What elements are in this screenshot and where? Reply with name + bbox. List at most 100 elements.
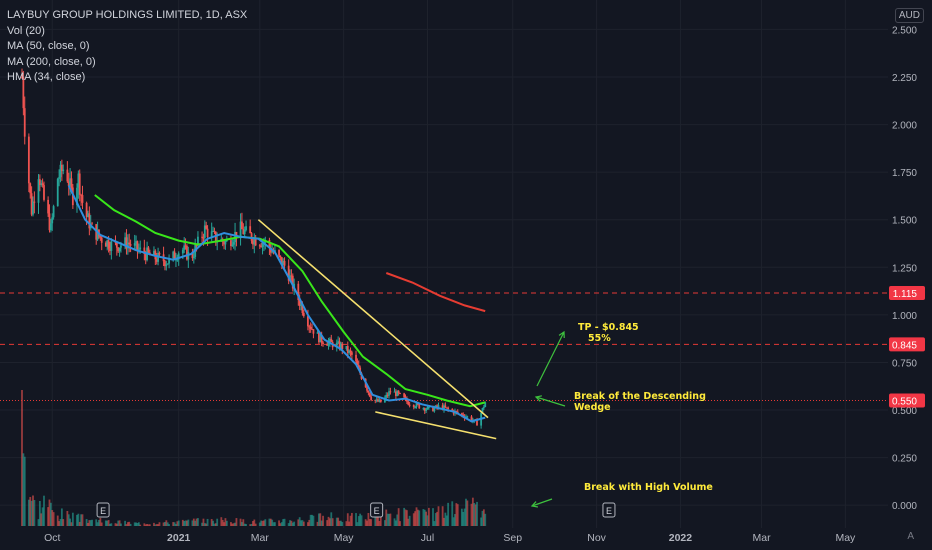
volume-bar xyxy=(104,520,107,526)
candle-body xyxy=(470,416,473,422)
volume-bar xyxy=(40,513,43,526)
candle-body xyxy=(319,334,322,343)
volume-bar xyxy=(433,521,436,526)
candle-body xyxy=(49,223,52,231)
indicator-ma50[interactable]: MA (50, close, 0) xyxy=(7,40,90,52)
volume-bar xyxy=(370,519,373,526)
volume-bar xyxy=(41,507,44,526)
volume-bar xyxy=(326,520,329,526)
volume-bar xyxy=(139,524,142,526)
candle-body xyxy=(280,257,283,266)
candle-body xyxy=(231,244,234,247)
x-tick-label: Mar xyxy=(752,532,771,544)
candle-body xyxy=(210,231,213,238)
volume-bar xyxy=(318,513,320,526)
candle-body xyxy=(341,343,344,350)
indicator-ma200[interactable]: MA (200, close, 0) xyxy=(7,55,96,68)
volume-bar xyxy=(356,522,359,526)
volume-bar xyxy=(232,523,235,526)
y-tick-label: 1.250 xyxy=(892,263,917,274)
volume-bar xyxy=(32,495,34,526)
candle-body xyxy=(168,258,170,264)
candle-body xyxy=(137,249,140,251)
volume-bar xyxy=(301,520,304,526)
volume-bar xyxy=(405,510,408,526)
candle-body xyxy=(214,231,217,243)
volume-bar xyxy=(201,522,203,526)
volume-bar xyxy=(235,518,238,526)
volume-bar xyxy=(120,523,122,526)
candle-body xyxy=(368,392,371,397)
candle-body xyxy=(396,391,399,397)
volume-bar xyxy=(345,521,348,526)
candle-body xyxy=(476,420,478,426)
volume-bar xyxy=(168,524,170,526)
indicator-hma[interactable]: HMA (34, close) xyxy=(7,71,86,83)
volume-bar xyxy=(192,518,195,526)
indicator-vol[interactable]: Vol (20) xyxy=(7,24,45,37)
symbol-title[interactable]: LAYBUY GROUP HOLDINGS LIMITED, 1D, ASX xyxy=(7,9,248,21)
volume-bar xyxy=(407,518,410,526)
volume-bar xyxy=(470,503,473,526)
volume-bar xyxy=(473,502,476,526)
volume-bar xyxy=(379,514,382,526)
candle-body xyxy=(175,259,177,261)
candle-body xyxy=(481,408,484,414)
auto-scale-button[interactable]: A xyxy=(907,531,914,542)
candle-body xyxy=(224,241,227,245)
candle-body xyxy=(337,341,340,343)
volume-bar xyxy=(135,522,137,526)
candle-body xyxy=(129,244,132,246)
volume-bar xyxy=(87,522,89,526)
volume-bar xyxy=(27,499,30,526)
candle-body xyxy=(212,230,214,232)
candle-body xyxy=(133,243,136,246)
candle-body xyxy=(76,187,78,206)
candle-body xyxy=(88,213,91,229)
volume-bar xyxy=(280,522,283,526)
volume-bar xyxy=(33,500,36,526)
x-tick-label: 2021 xyxy=(167,532,191,544)
wedge-break-arrow xyxy=(535,396,566,407)
volume-bar xyxy=(49,502,52,526)
candle-body xyxy=(349,350,352,353)
volume-bar xyxy=(282,519,285,526)
candle-body xyxy=(29,183,32,194)
candle-body xyxy=(69,178,72,186)
candle-body xyxy=(109,248,111,252)
volume-bar xyxy=(377,516,379,526)
candle-body xyxy=(451,409,454,411)
volume-bar xyxy=(264,519,267,526)
candle-body xyxy=(41,183,44,186)
candle-body xyxy=(311,328,313,330)
y-tick-label: 0.250 xyxy=(892,454,917,465)
volume-bar xyxy=(154,524,157,526)
candle-body xyxy=(443,405,445,410)
volume-bar xyxy=(58,521,61,526)
candle-body xyxy=(307,316,309,327)
volume-bar xyxy=(383,520,386,526)
candle-body xyxy=(407,401,410,405)
volume-bar xyxy=(298,517,301,526)
volume-bar xyxy=(147,524,150,526)
volume-bar xyxy=(52,512,55,526)
volume-bar xyxy=(223,522,225,526)
volume-bar xyxy=(396,514,399,526)
volume-bar xyxy=(69,518,72,526)
volume-bar xyxy=(414,511,417,526)
volume-bar xyxy=(38,500,41,526)
volume-bar xyxy=(67,514,70,526)
candle-body xyxy=(393,391,396,393)
volume-bar xyxy=(388,513,390,526)
volume-bar xyxy=(124,520,126,526)
tp-arrow xyxy=(536,331,565,387)
currency-label[interactable]: AUD xyxy=(894,8,924,23)
candle-body xyxy=(172,251,175,259)
price-tag xyxy=(889,285,925,300)
volume-bar xyxy=(482,509,485,526)
volume-bar xyxy=(351,512,353,526)
volume-bar xyxy=(426,515,429,526)
volume-bar xyxy=(175,524,177,526)
volume-bar xyxy=(249,524,252,526)
